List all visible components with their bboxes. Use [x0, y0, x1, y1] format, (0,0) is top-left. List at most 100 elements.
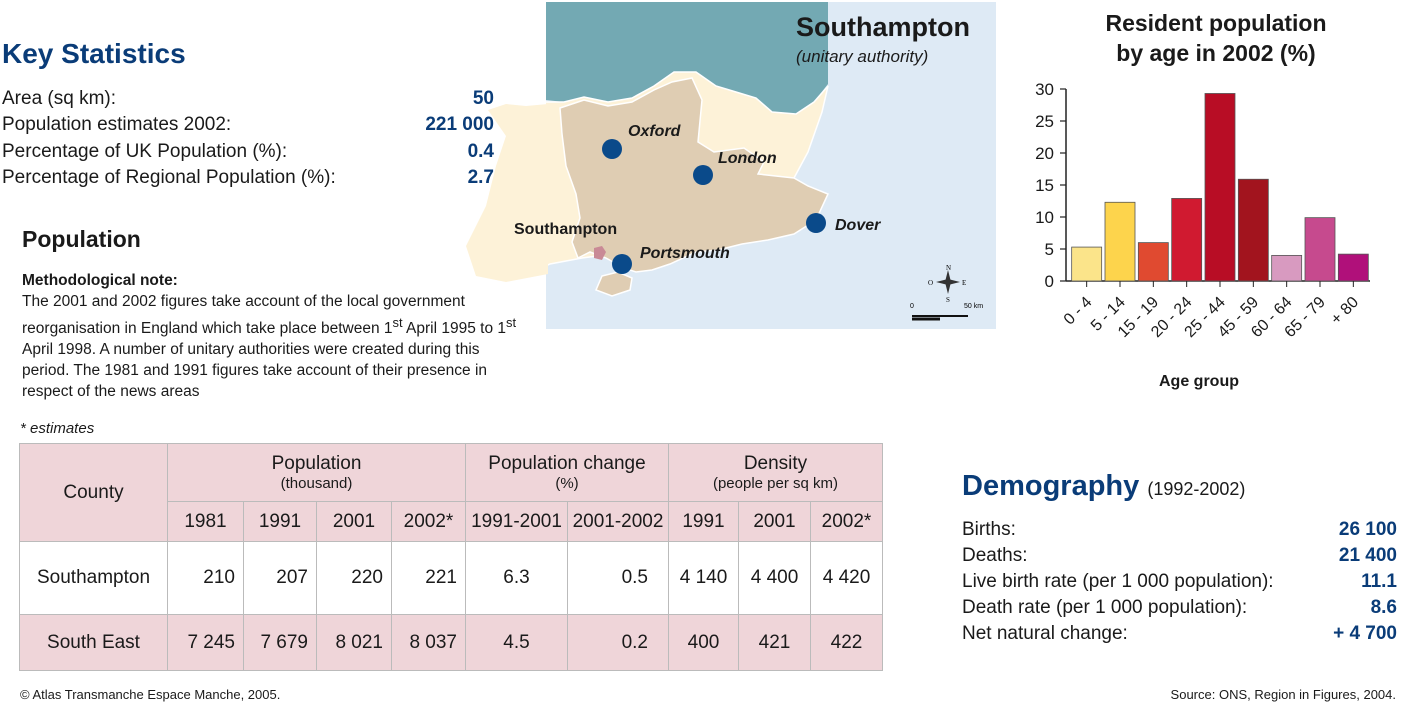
table-cell: 422: [810, 614, 883, 671]
bar-15-19: [1137, 242, 1169, 282]
y-tick-label: 20: [1035, 144, 1054, 163]
map-title: Southampton: [796, 12, 970, 42]
subheader: 1991-2001: [465, 501, 568, 542]
table-cell: 207: [243, 541, 317, 615]
methodological-note: Methodological note: The 2001 and 2002 f…: [22, 270, 522, 402]
copyright: © Atlas Transmanche Espace Manche, 2005.: [20, 687, 281, 702]
subheader: 2001: [316, 501, 392, 542]
table-cell: 220: [316, 541, 392, 615]
y-tick-label: 0: [1045, 272, 1054, 291]
stat-row-regional-pct: Percentage of Regional Population (%): 2…: [2, 167, 494, 189]
city-label-oxford: Oxford: [628, 123, 681, 140]
table-cell: 4 140: [668, 541, 739, 615]
bar--80: [1337, 253, 1369, 282]
demo-row-net-change: Net natural change: + 4 700: [962, 623, 1397, 645]
subheader: 1981: [167, 501, 244, 542]
bar-5-14: [1104, 201, 1136, 282]
stat-value: 2.7: [467, 167, 494, 188]
city-label-london: London: [718, 150, 777, 167]
chart-title: Resident population by age in 2002 (%): [1105, 10, 1327, 66]
table-cell: 4 400: [738, 541, 811, 615]
y-tick-label: 10: [1035, 208, 1054, 227]
bar-65-79: [1304, 217, 1336, 282]
subheader: 2002*: [391, 501, 466, 542]
population-table: County Population (thousand) Population c…: [19, 443, 883, 671]
table-cell: 7 245: [167, 614, 244, 671]
demo-row-birth-rate: Live birth rate (per 1 000 population): …: [962, 571, 1397, 593]
table-cell: 400: [668, 614, 739, 671]
y-tick-label: 15: [1035, 176, 1054, 195]
scale-start: 0: [910, 303, 914, 310]
demo-row-death-rate: Death rate (per 1 000 population): 8.6: [962, 597, 1397, 619]
note-heading: Methodological note:: [22, 272, 178, 289]
key-statistics-title: Key Statistics: [2, 38, 186, 69]
table-cell: 7 679: [243, 614, 317, 671]
demo-label: Death rate (per 1 000 population):: [962, 597, 1248, 618]
demo-label: Deaths:: [962, 545, 1028, 566]
stat-label: Percentage of Regional Population (%):: [2, 167, 336, 188]
stat-label: Population estimates 2002:: [2, 114, 232, 135]
table-cell: 6.3: [465, 541, 568, 615]
x-axis-label: Age group: [1159, 373, 1239, 390]
bar-20-24: [1171, 198, 1203, 282]
city-dot-london: [693, 165, 713, 185]
stat-row-area: Area (sq km): 50: [2, 88, 494, 110]
demo-value: 26 100: [1338, 519, 1397, 540]
compass-o: O: [928, 279, 933, 287]
subheader: 2002*: [810, 501, 883, 542]
scale-end: 50 km: [964, 303, 983, 310]
table-cell: 0.5: [567, 541, 669, 615]
northern-land: [546, 2, 828, 114]
group-header-population: Population (thousand): [167, 443, 466, 502]
compass-s: S: [946, 296, 950, 304]
demo-label: Live birth rate (per 1 000 population):: [962, 571, 1274, 592]
demo-label: Net natural change:: [962, 623, 1128, 644]
county-cell: South East: [19, 614, 168, 671]
table-cell: 8 021: [316, 614, 392, 671]
bar-45-59: [1237, 178, 1269, 282]
surrounding-land-west: [466, 104, 548, 282]
bar-60-64: [1271, 254, 1303, 282]
table-cell: 4 420: [810, 541, 883, 615]
demo-value: 8.6: [1370, 597, 1397, 618]
city-dot-portsmouth: [612, 254, 632, 274]
subheader: 1991: [243, 501, 317, 542]
group-header-density: Density (people per sq km): [668, 443, 883, 502]
subheader: 2001-2002: [567, 501, 669, 542]
table-row: Southampton 210 207 220 221 6.3 0.5 4 14…: [19, 541, 883, 615]
city-dot-dover: [806, 213, 826, 233]
map-subtitle: (unitary authority): [796, 47, 929, 66]
compass-n: N: [946, 264, 951, 272]
demo-value: 11.1: [1361, 571, 1397, 592]
southampton-highlight: [594, 246, 606, 260]
source-note: Source: ONS, Region in Figures, 2004.: [1170, 687, 1396, 702]
stat-label: Area (sq km):: [2, 88, 117, 109]
county-cell: Southampton: [19, 541, 168, 615]
y-tick-label: 30: [1035, 80, 1054, 99]
demography-period: (1992-2002): [1147, 479, 1246, 499]
y-tick-label: 25: [1035, 112, 1054, 131]
county-header: County: [19, 443, 168, 542]
table-cell: 421: [738, 614, 811, 671]
table-cell: 0.2: [567, 614, 669, 671]
stat-value: 0.4: [467, 141, 494, 162]
demo-value: 21 400: [1338, 545, 1397, 566]
demo-label: Births:: [962, 519, 1016, 540]
table-cell: 8 037: [391, 614, 466, 671]
table-cell: 210: [167, 541, 244, 615]
bar-0-4: [1071, 246, 1103, 282]
demography-title: Demography (1992-2002): [962, 470, 1246, 502]
table-cell: 4.5: [465, 614, 568, 671]
table-cell: 221: [391, 541, 466, 615]
group-header-change: Population change (%): [465, 443, 669, 502]
x-tick-label: + 80: [1328, 294, 1362, 328]
bar-25-44: [1204, 93, 1236, 282]
city-label-southampton: Southampton: [514, 221, 618, 238]
city-dot-oxford: [602, 139, 622, 159]
subheader: 1991: [668, 501, 739, 542]
demo-row-births: Births: 26 100: [962, 519, 1397, 541]
estimates-note: * estimates: [20, 420, 95, 437]
population-title: Population: [22, 226, 141, 252]
demo-row-deaths: Deaths: 21 400: [962, 545, 1397, 567]
